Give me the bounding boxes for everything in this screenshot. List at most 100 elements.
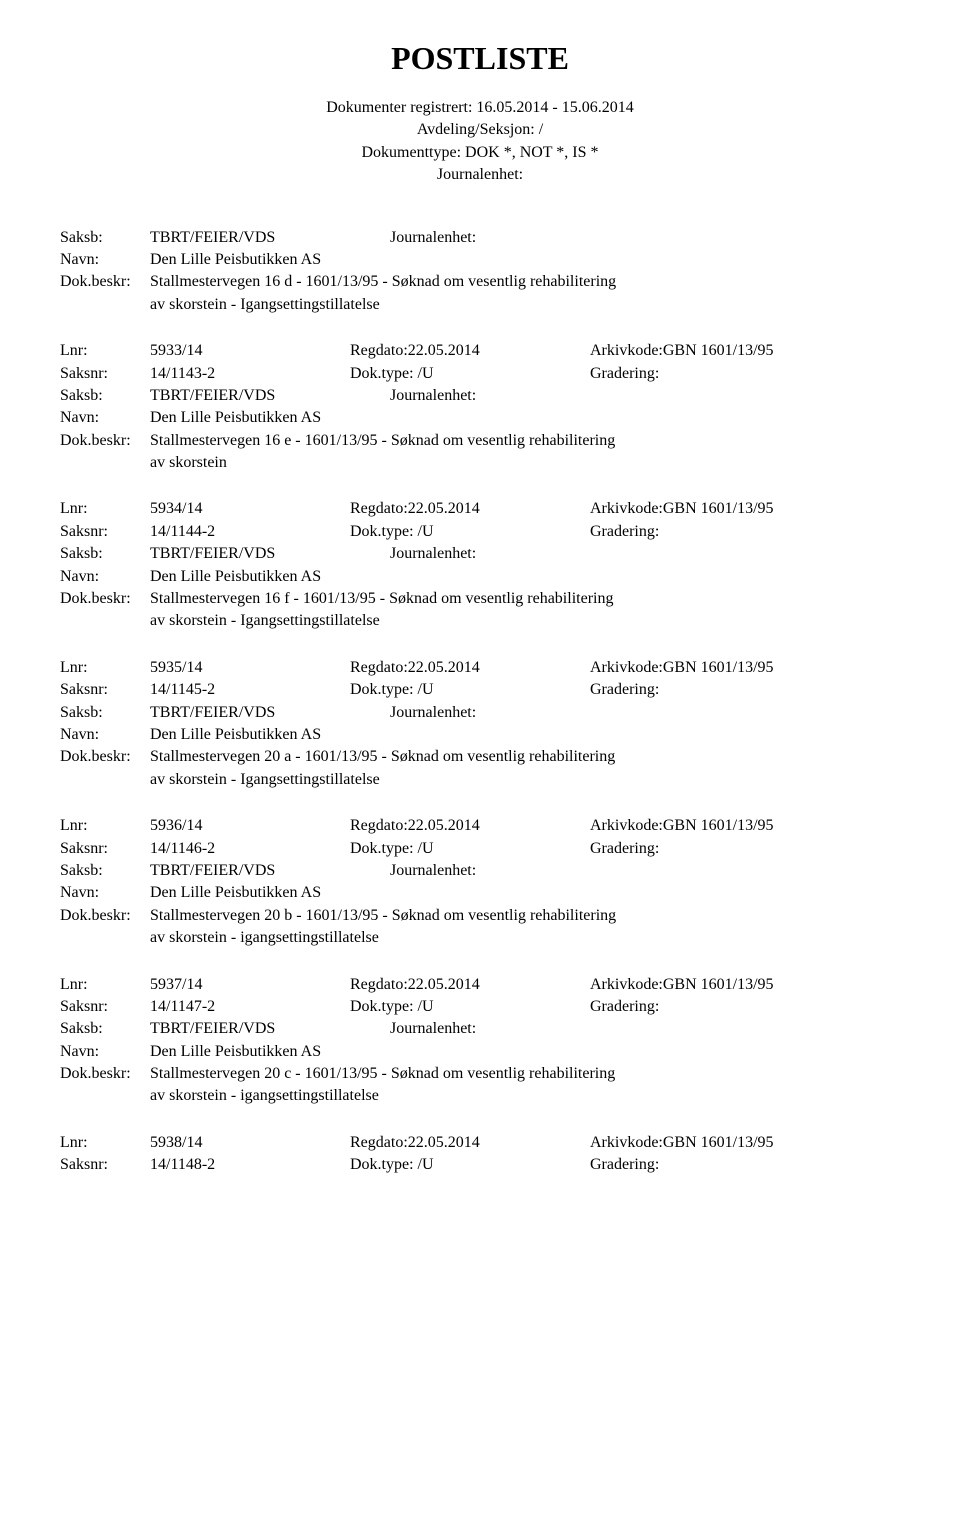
navn-value: Den Lille Peisbutikken AS (150, 407, 900, 429)
header-line-2: Avdeling/Seksjon: / (60, 119, 900, 141)
lnr-label: Lnr: (60, 340, 150, 362)
arkiv-value: Arkivkode:GBN 1601/13/95 (590, 974, 900, 996)
saksb-value: TBRT/FEIER/VDS (150, 702, 390, 724)
dokbeskr-line2: av skorstein - igangsettingstillatelse (150, 927, 900, 949)
dokbeskr-label: Dok.beskr: (60, 588, 150, 610)
doktype-value: Dok.type: /U (350, 838, 590, 860)
gradering-value: Gradering: (590, 838, 900, 860)
lnr-value: 5933/14 (150, 340, 350, 362)
lnr-label: Lnr: (60, 498, 150, 520)
saksnr-label: Saksnr: (60, 363, 150, 385)
arkiv-value: Arkivkode:GBN 1601/13/95 (590, 1132, 900, 1154)
navn-value: Den Lille Peisbutikken AS (150, 566, 900, 588)
lnr-value: 5934/14 (150, 498, 350, 520)
header-line-1: Dokumenter registrert: 16.05.2014 - 15.0… (60, 97, 900, 119)
saksb-value: TBRT/FEIER/VDS (150, 385, 390, 407)
dokbeskr-label: Dok.beskr: (60, 271, 150, 293)
saksnr-label: Saksnr: (60, 996, 150, 1018)
dokbeskr-line1: Stallmestervegen 16 e - 1601/13/95 - Søk… (150, 430, 900, 452)
saksb-label: Saksb: (60, 543, 150, 565)
entry-top: Saksb: TBRT/FEIER/VDS Journalenhet: Navn… (60, 227, 900, 317)
navn-label: Navn: (60, 566, 150, 588)
saksnr-label: Saksnr: (60, 1154, 150, 1176)
spacer (60, 769, 150, 791)
page-title: POSTLISTE (60, 40, 900, 77)
saksnr-label: Saksnr: (60, 838, 150, 860)
saksnr-value: 14/1148-2 (150, 1154, 350, 1176)
regdato-value: Regdato:22.05.2014 (350, 974, 590, 996)
entry-bottom: Lnr: 5938/14 Regdato:22.05.2014 Arkivkod… (60, 1132, 900, 1177)
gradering-value: Gradering: (590, 1154, 900, 1176)
navn-label: Navn: (60, 1041, 150, 1063)
dokbeskr-label: Dok.beskr: (60, 905, 150, 927)
arkiv-value: Arkivkode:GBN 1601/13/95 (590, 657, 900, 679)
dokbeskr-line1: Stallmestervegen 20 b - 1601/13/95 - Søk… (150, 905, 900, 927)
dokbeskr-label: Dok.beskr: (60, 430, 150, 452)
header-line-3: Dokumenttype: DOK *, NOT *, IS * (60, 142, 900, 164)
saksb-value: TBRT/FEIER/VDS (150, 227, 390, 249)
lnr-value: 5935/14 (150, 657, 350, 679)
dokbeskr-line2: av skorstein - Igangsettingstillatelse (150, 610, 900, 632)
saksb-label: Saksb: (60, 227, 150, 249)
arkiv-value: Arkivkode:GBN 1601/13/95 (590, 340, 900, 362)
saksb-right: Journalenhet: (390, 543, 900, 565)
entry: Lnr: 5934/14 Regdato:22.05.2014 Arkivkod… (60, 498, 900, 632)
dokbeskr-line2: av skorstein (150, 452, 900, 474)
saksb-label: Saksb: (60, 702, 150, 724)
arkiv-value: Arkivkode:GBN 1601/13/95 (590, 815, 900, 837)
regdato-value: Regdato:22.05.2014 (350, 340, 590, 362)
dokbeskr-line1: Stallmestervegen 16 f - 1601/13/95 - Søk… (150, 588, 900, 610)
doktype-value: Dok.type: /U (350, 521, 590, 543)
saksb-right: Journalenhet: (390, 702, 900, 724)
entry: Lnr: 5933/14 Regdato:22.05.2014 Arkivkod… (60, 340, 900, 474)
saksb-right: Journalenhet: (390, 385, 900, 407)
dokbeskr-line1: Stallmestervegen 20 c - 1601/13/95 - Søk… (150, 1063, 900, 1085)
entry: Lnr: 5937/14 Regdato:22.05.2014 Arkivkod… (60, 974, 900, 1108)
saksb-label: Saksb: (60, 1018, 150, 1040)
saksnr-label: Saksnr: (60, 521, 150, 543)
saksnr-label: Saksnr: (60, 679, 150, 701)
regdato-value: Regdato:22.05.2014 (350, 657, 590, 679)
lnr-label: Lnr: (60, 657, 150, 679)
saksb-label: Saksb: (60, 860, 150, 882)
navn-value: Den Lille Peisbutikken AS (150, 249, 900, 271)
saksnr-value: 14/1143-2 (150, 363, 350, 385)
doktype-value: Dok.type: /U (350, 363, 590, 385)
doktype-value: Dok.type: /U (350, 996, 590, 1018)
lnr-label: Lnr: (60, 815, 150, 837)
doktype-value: Dok.type: /U (350, 1154, 590, 1176)
lnr-value: 5937/14 (150, 974, 350, 996)
navn-label: Navn: (60, 249, 150, 271)
header-block: Dokumenter registrert: 16.05.2014 - 15.0… (60, 97, 900, 187)
spacer (60, 294, 150, 316)
navn-label: Navn: (60, 882, 150, 904)
dokbeskr-line1: Stallmestervegen 20 a - 1601/13/95 - Søk… (150, 746, 900, 768)
saksb-right: Journalenhet: (390, 227, 900, 249)
header-line-4: Journalenhet: (60, 164, 900, 186)
lnr-value: 5936/14 (150, 815, 350, 837)
entry: Lnr: 5935/14 Regdato:22.05.2014 Arkivkod… (60, 657, 900, 791)
dokbeskr-line2: av skorstein - Igangsettingstillatelse (150, 294, 900, 316)
dokbeskr-line2: av skorstein - igangsettingstillatelse (150, 1085, 900, 1107)
doktype-value: Dok.type: /U (350, 679, 590, 701)
gradering-value: Gradering: (590, 996, 900, 1018)
arkiv-value: Arkivkode:GBN 1601/13/95 (590, 498, 900, 520)
lnr-label: Lnr: (60, 974, 150, 996)
saksnr-value: 14/1146-2 (150, 838, 350, 860)
saksb-right: Journalenhet: (390, 1018, 900, 1040)
lnr-value: 5938/14 (150, 1132, 350, 1154)
spacer (60, 1085, 150, 1107)
navn-value: Den Lille Peisbutikken AS (150, 1041, 900, 1063)
spacer (60, 927, 150, 949)
spacer (60, 610, 150, 632)
saksb-value: TBRT/FEIER/VDS (150, 860, 390, 882)
lnr-label: Lnr: (60, 1132, 150, 1154)
navn-label: Navn: (60, 407, 150, 429)
saksb-value: TBRT/FEIER/VDS (150, 543, 390, 565)
entry: Lnr: 5936/14 Regdato:22.05.2014 Arkivkod… (60, 815, 900, 949)
saksb-label: Saksb: (60, 385, 150, 407)
dokbeskr-line1: Stallmestervegen 16 d - 1601/13/95 - Søk… (150, 271, 900, 293)
dokbeskr-label: Dok.beskr: (60, 1063, 150, 1085)
gradering-value: Gradering: (590, 521, 900, 543)
saksnr-value: 14/1145-2 (150, 679, 350, 701)
